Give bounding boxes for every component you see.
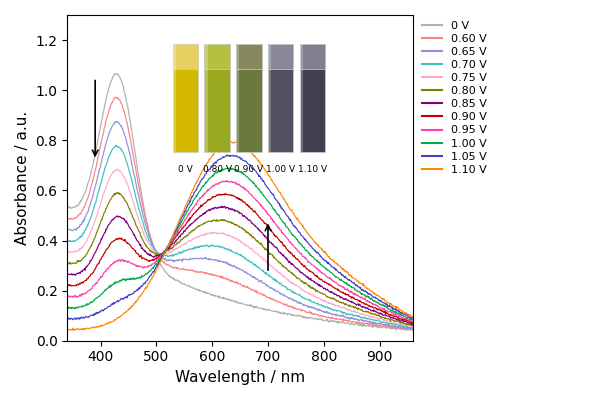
Legend: 0 V, 0.60 V, 0.65 V, 0.70 V, 0.75 V, 0.80 V, 0.85 V, 0.90 V, 0.95 V, 1.00 V, 1.0: 0 V, 0.60 V, 0.65 V, 0.70 V, 0.75 V, 0.8… <box>422 20 487 175</box>
X-axis label: Wavelength / nm: Wavelength / nm <box>175 370 305 385</box>
Y-axis label: Absorbance / a.u.: Absorbance / a.u. <box>15 111 30 245</box>
